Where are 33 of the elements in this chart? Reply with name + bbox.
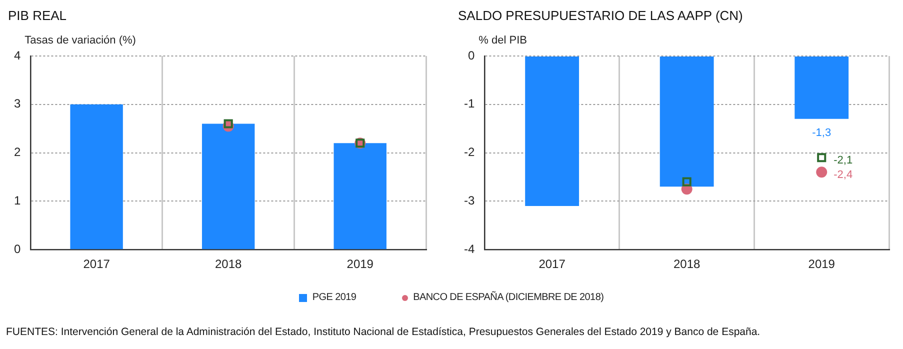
x-tick-label: 2018 <box>214 257 242 272</box>
data-label: -1,3 <box>812 126 832 139</box>
y-tick-label: 2 <box>14 145 21 160</box>
x-tick-label: 2019 <box>346 257 374 272</box>
bar <box>70 104 123 250</box>
legend-label: BANCO DE ESPAÑA (DICIEMBRE DE 2018) <box>413 292 604 303</box>
chart-title: PIB REAL <box>8 8 67 23</box>
point <box>224 119 233 128</box>
y-tick-label: 4 <box>14 48 21 62</box>
point <box>816 166 828 178</box>
bar <box>202 124 255 250</box>
point <box>817 153 826 162</box>
x-tick-label: 2018 <box>673 257 701 272</box>
source-note: FUENTES: Intervención General de la Administración del Estado, Instituto Nacional de Estadística, Presupuestos Generales del Estado 2019 y Banco de España. <box>6 326 760 338</box>
y-tick-label: 0 <box>14 242 21 256</box>
chart-title: SALDO PRESUPUESTARIO DE LAS AAPP (CN) <box>458 8 743 23</box>
point <box>682 177 692 186</box>
y-axis-title: Tasas de variación (%) <box>24 34 136 47</box>
y-tick-label: -3 <box>464 194 475 208</box>
y-tick-label: 0 <box>468 48 475 62</box>
x-tick-label: 2017 <box>83 257 110 272</box>
x-tick-label: 2019 <box>808 257 836 272</box>
bar <box>334 143 386 250</box>
data-label: -2,4 <box>834 169 853 182</box>
data-label: -2,1 <box>834 154 853 167</box>
y-tick-label: -2 <box>464 145 475 160</box>
y-tick-label: -1 <box>464 96 475 111</box>
y-tick-label: -4 <box>464 242 475 256</box>
y-axis-title: % del PIB <box>478 34 527 47</box>
y-tick-label: 1 <box>14 194 21 208</box>
y-tick-label: 3 <box>14 96 21 111</box>
legend-label: PGE 2019 <box>312 292 356 303</box>
x-tick-label: 2017 <box>538 257 566 272</box>
